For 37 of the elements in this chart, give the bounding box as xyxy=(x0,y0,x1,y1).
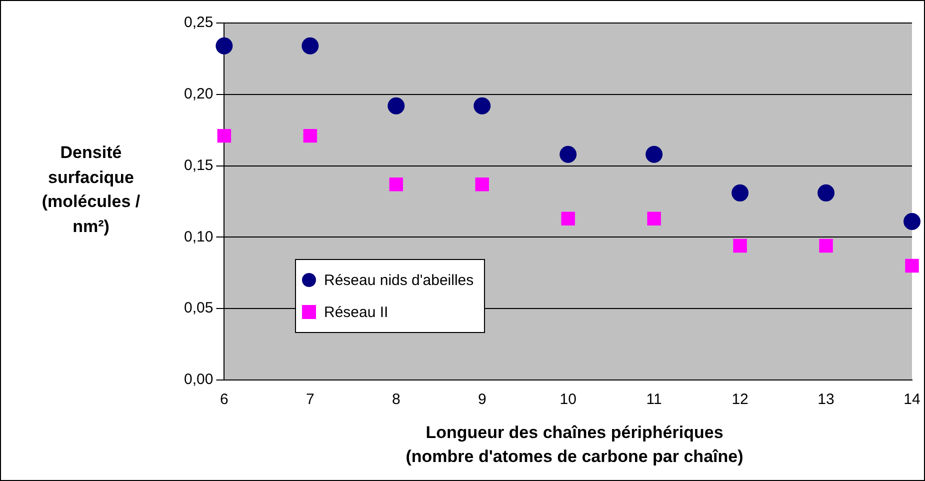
x-tick-label: 6 xyxy=(220,391,228,408)
x-tick-label: 7 xyxy=(306,391,314,408)
y-tick-label: 0,10 xyxy=(184,228,214,246)
point xyxy=(561,212,575,226)
point xyxy=(303,128,318,143)
point xyxy=(388,97,405,114)
point xyxy=(732,184,749,202)
x-axis-title: Longueur des chaînes périphériques (nombre d'atomes de carbone par chaîne) xyxy=(404,422,744,468)
point xyxy=(733,238,747,253)
point xyxy=(646,146,663,163)
x-tick-label: 10 xyxy=(560,391,576,408)
point xyxy=(904,212,920,230)
point xyxy=(474,97,491,114)
y-tick-label: 0,05 xyxy=(184,300,214,317)
y-tick-label: 0,00 xyxy=(184,371,214,388)
point xyxy=(389,178,404,192)
point xyxy=(905,258,919,273)
y-tick-label: 0,25 xyxy=(184,14,214,32)
legend-label: Réseau II xyxy=(323,302,390,322)
x-tick-label: 9 xyxy=(478,391,486,408)
point xyxy=(560,146,577,163)
x-tick-label: 14 xyxy=(904,391,920,408)
x-tick-label: 13 xyxy=(818,391,834,408)
point xyxy=(819,238,833,253)
x-tick-label: 12 xyxy=(732,391,748,408)
point xyxy=(647,212,661,226)
y-tick-label: 0,20 xyxy=(184,86,214,103)
point xyxy=(818,184,835,202)
point xyxy=(216,37,233,54)
point xyxy=(302,37,319,54)
x-tick-label: 8 xyxy=(392,391,400,408)
y-tick-label: 0,15 xyxy=(184,156,214,174)
point xyxy=(475,178,489,192)
point xyxy=(217,128,232,143)
x-tick-label: 11 xyxy=(646,391,662,408)
legend-label: Réseau nids d'abeilles xyxy=(323,270,474,290)
y-axis-title: Densité surfacique (molécules / nm²) xyxy=(40,142,142,238)
